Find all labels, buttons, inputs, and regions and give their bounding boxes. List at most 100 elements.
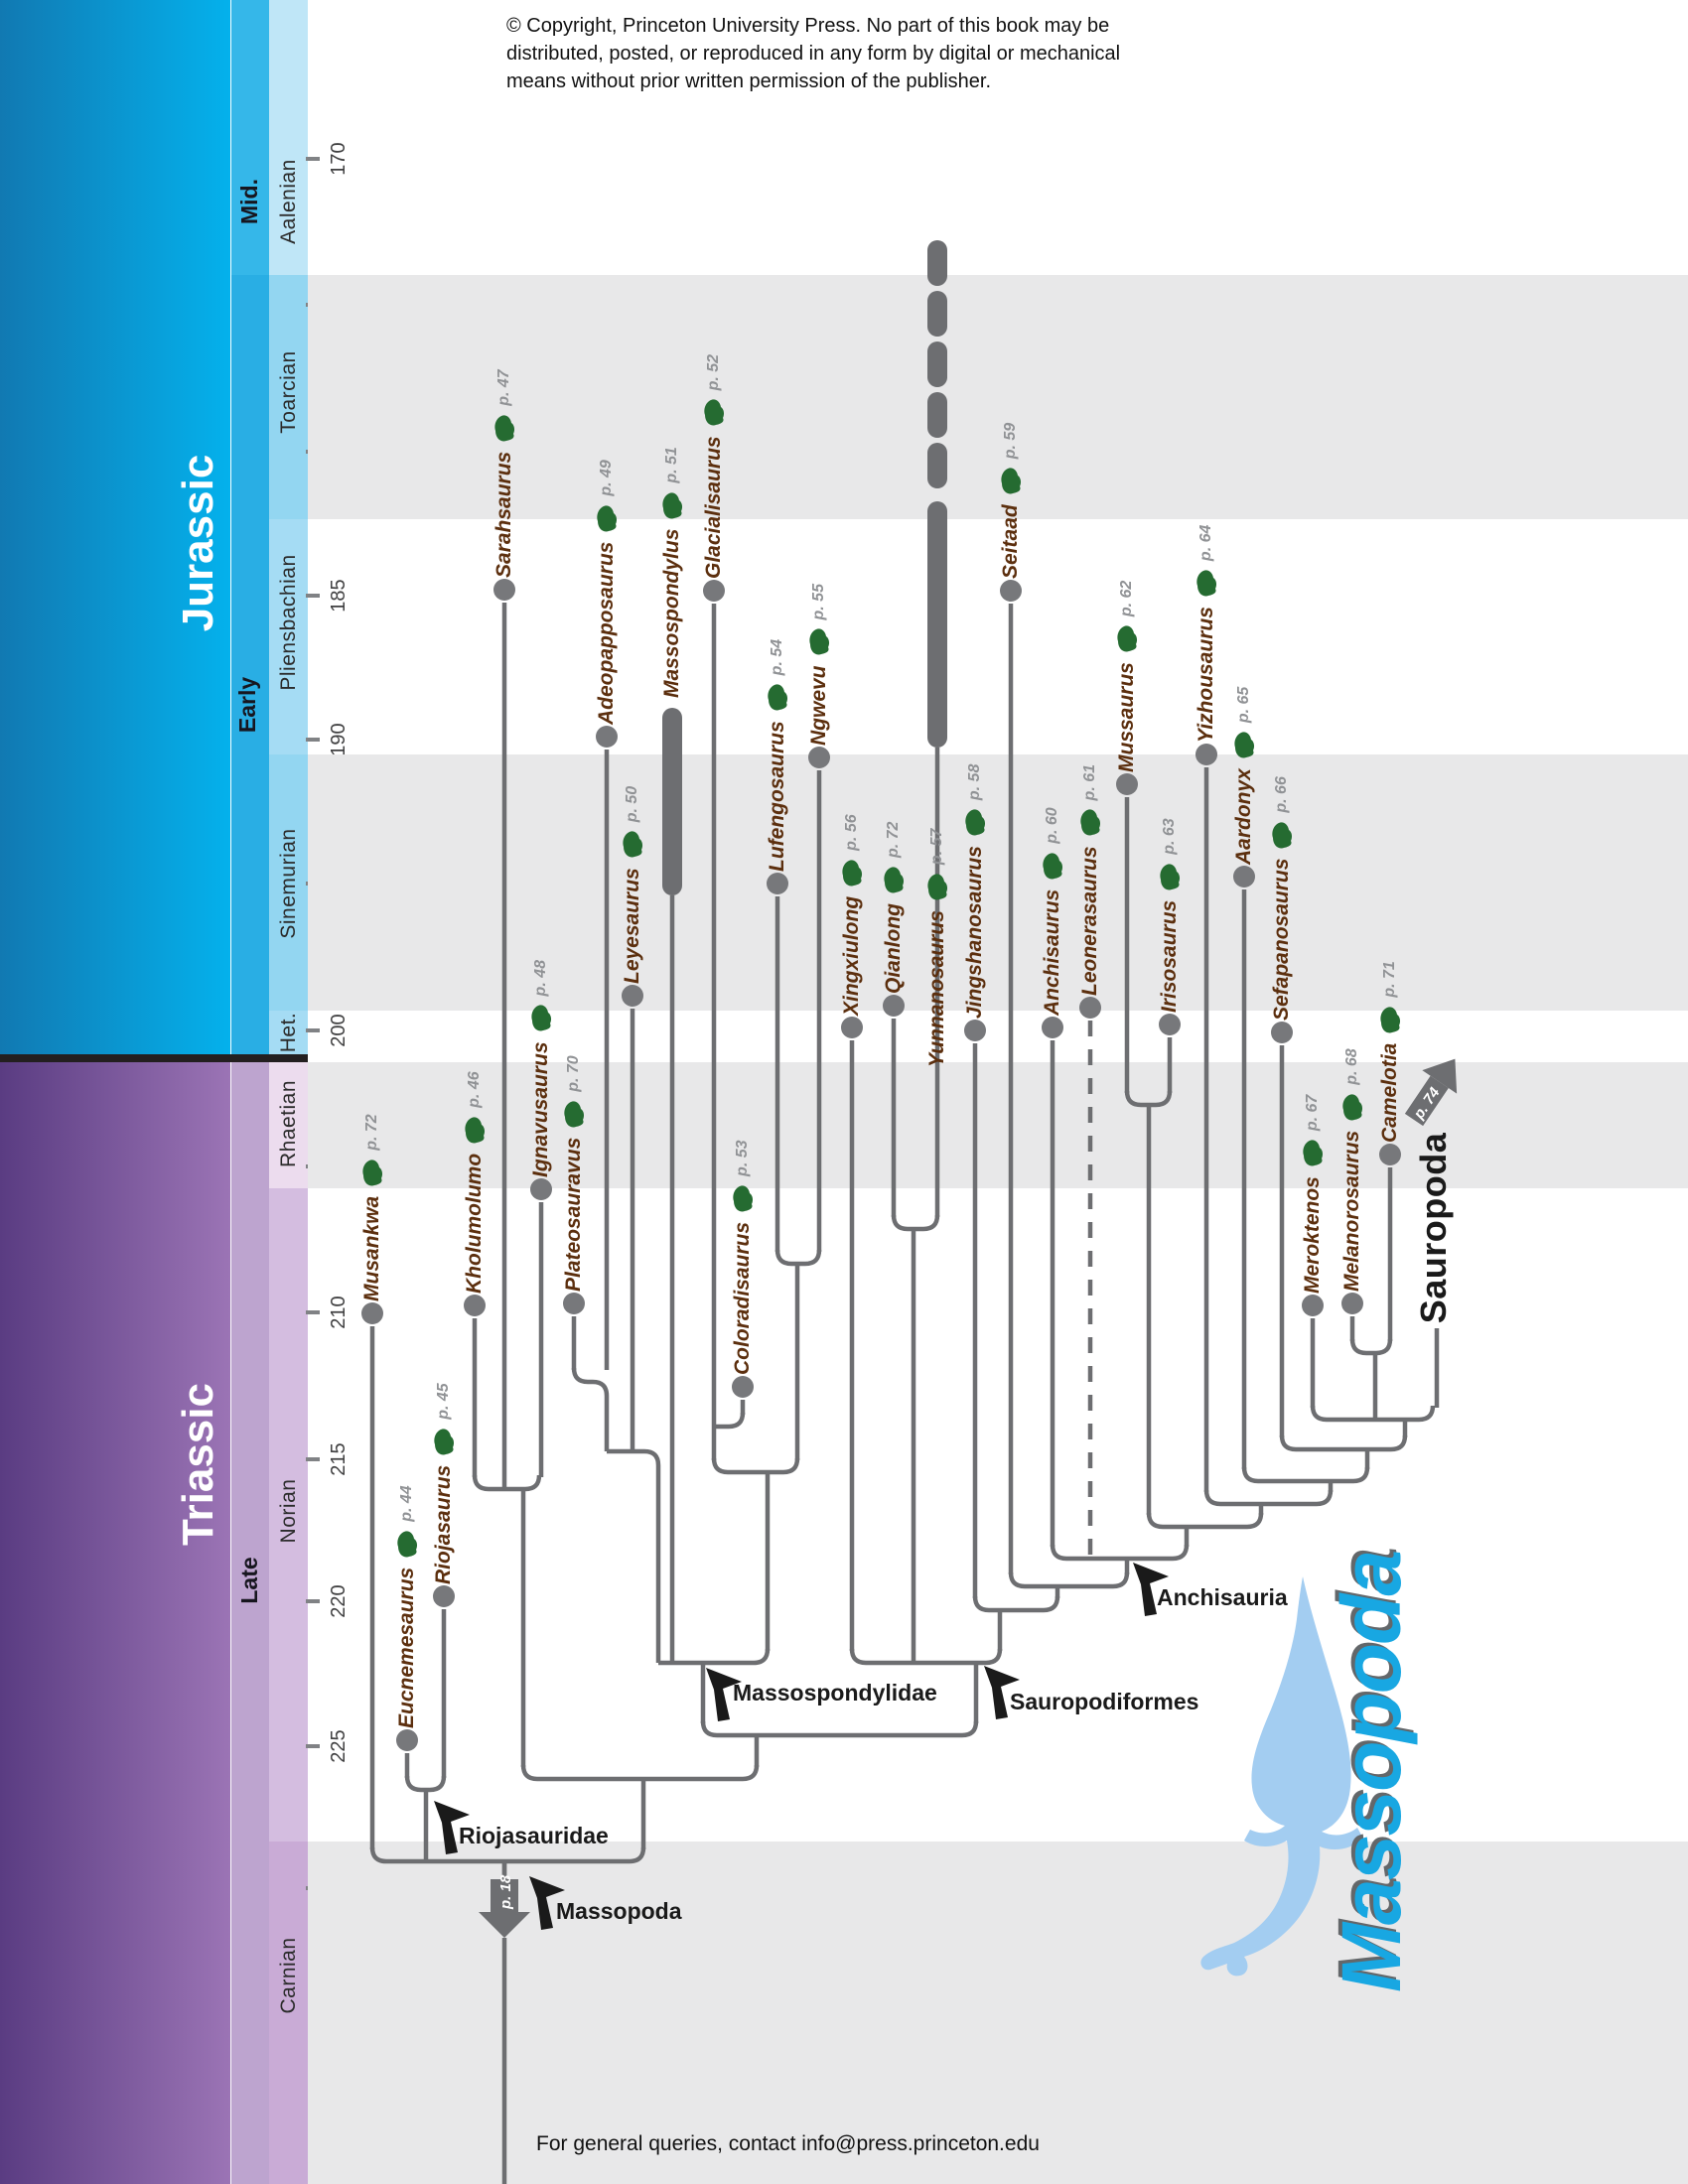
taxon-label-glacialisaurus: Glacialisaurus p. 52 [700, 354, 728, 579]
stage-band [269, 1011, 308, 1054]
dinosaur-icon [595, 504, 619, 534]
taxon-page-ref: p. 46 [466, 1071, 483, 1108]
taxon-page-ref: p. 59 [1002, 422, 1019, 460]
taxon-label-yizhousaurus: Yizhousaurus p. 64 [1193, 525, 1220, 743]
clade-label-riojasauridae: Riojasauridae [459, 1823, 609, 1848]
taxon-page-ref: p. 71 [1381, 961, 1398, 998]
taxon-label-adeopapposaurus: Adeopapposaurus p. 49 [593, 460, 621, 725]
dinosaur-icon [999, 467, 1023, 496]
stage-band [269, 1062, 308, 1188]
age-tick [306, 157, 320, 161]
tip-dot-camelotia [1379, 1144, 1401, 1165]
taxon-name: Ignavusaurus [529, 1041, 552, 1177]
dinosaur-icon [925, 873, 949, 902]
age-tick [306, 594, 320, 598]
clade-label-anchisauria: Anchisauria [1157, 1584, 1288, 1610]
tip-dot-coloradisaurus [732, 1376, 754, 1398]
taxon-label-yunnanosaurus: Yunnanosaurus p. 57 [923, 829, 951, 1067]
clade-arrow-massopoda [529, 1876, 565, 1930]
stage-band [269, 1842, 308, 2184]
dinosaur-icon [1115, 624, 1139, 654]
tip-dot-riojasaurus [433, 1585, 455, 1607]
dinosaur-icon [702, 398, 726, 428]
taxon-page-ref: p. 62 [1118, 580, 1135, 617]
taxon-label-riojasaurus: Riojasaurus p. 45 [430, 1383, 458, 1584]
age-tick [306, 738, 320, 742]
footer-contact: For general queries, contact info@press.… [536, 2132, 1040, 2155]
taxon-name: Coloradisaurus [731, 1221, 754, 1375]
root-arrow-head [479, 1912, 530, 1938]
taxon-page-ref: p. 61 [1081, 763, 1098, 801]
sauropoda-arrow: p. 74 [1404, 1058, 1458, 1127]
plot-stripe [308, 1062, 1688, 1188]
tip-dot-yizhousaurus [1196, 744, 1217, 765]
tip-dot-sarahsaurus [493, 579, 515, 601]
taxon-label-irisosaurus: Irisosaurus p. 63 [1156, 818, 1184, 1013]
age-tick [306, 1028, 320, 1032]
clade-node [369, 1846, 646, 1864]
taxon-name: Leyesaurus [621, 868, 643, 984]
dinosaur-icon [1301, 1139, 1325, 1168]
period-band-jurassic [0, 0, 230, 1054]
tip-dot-sefapanosaurus [1271, 1022, 1293, 1043]
clade-node [607, 1448, 661, 1663]
taxon-label-mussaurus: Mussaurus p. 62 [1113, 581, 1141, 772]
taxon-label-musankwa: Musankwa p. 72 [358, 1114, 386, 1301]
taxon-name: Lufengosaurus [766, 721, 788, 872]
taxon-label-melanorosaurus: Melanorosaurus p. 68 [1338, 1048, 1366, 1292]
taxon-page-ref: p. 48 [532, 959, 549, 997]
clade-label-sauropodiformes: Sauropodiformes [1010, 1689, 1199, 1714]
taxon-label-xingxiulong: Xingxiulong p. 56 [838, 814, 866, 1016]
tip-dot-lufengosaurus [767, 873, 788, 894]
taxon-name: Massospondylus [660, 528, 683, 698]
dinosaur-icon [492, 414, 516, 444]
taxon-name: Musankwa [360, 1195, 383, 1301]
taxon-label-eucnemesaurus: Eucnemesaurus p. 44 [393, 1485, 421, 1728]
clade-node [714, 1412, 746, 1430]
taxon-name: Mussaurus [1115, 662, 1138, 772]
clade-node [658, 1648, 771, 1666]
taxon-name: Leonerasaurus [1078, 846, 1101, 996]
stage-band [269, 519, 308, 754]
tip-dot-glacialisaurus [703, 580, 725, 602]
tip-dot-leyesaurus [622, 985, 643, 1007]
taxon-label-jingshanosaurus: Jingshanosaurus p. 58 [961, 764, 989, 1019]
clade-node [571, 1367, 610, 1451]
taxon-label-aardonyx: Aardonyx p. 65 [1230, 687, 1258, 865]
taxon-label-anchisaurus: Anchisaurus p. 60 [1039, 807, 1066, 1016]
dinosaur-icon [963, 808, 987, 838]
taxon-name: Qianlong [882, 903, 905, 994]
clade-node [1008, 1571, 1130, 1589]
taxon-label-leonerasaurus: Leonerasaurus p. 61 [1076, 764, 1104, 996]
dinosaur-icon [395, 1530, 419, 1560]
taxon-name: Yunnanosaurus [925, 910, 948, 1067]
taxon-page-ref: p. 55 [810, 584, 827, 620]
taxon-page-ref: p. 49 [598, 460, 615, 496]
dinosaur-icon [840, 859, 864, 888]
epoch-band [231, 0, 269, 275]
taxon-name: Jingshanosaurus [963, 846, 986, 1019]
dinosaur-icon [1158, 863, 1182, 892]
period-separator [0, 1054, 308, 1062]
stage-band [269, 275, 308, 519]
clade-node [972, 1595, 1060, 1613]
dinosaur-icon [766, 683, 789, 713]
stage-band [269, 754, 308, 1011]
copyright-line: means without prior written permission o… [506, 70, 992, 92]
dinosaur-icon [432, 1428, 456, 1457]
dinosaur-icon [1232, 731, 1256, 760]
clade-label-massopoda: Massopoda [556, 1898, 682, 1924]
epoch-band [231, 275, 269, 1054]
plot-stripe [308, 754, 1688, 1011]
dinosaur-icon [1078, 808, 1102, 838]
taxon-label-coloradisaurus: Coloradisaurus p. 53 [729, 1140, 757, 1375]
tip-dot-melanorosaurus [1341, 1293, 1363, 1314]
tip-dot-mussaurus [1116, 773, 1138, 795]
clade-node [1279, 1434, 1408, 1452]
taxon-label-ngwevu: Ngwevu p. 55 [805, 584, 833, 746]
taxon-name: Sefapanosaurus [1270, 858, 1293, 1021]
taxon-name: Meroktenos [1301, 1176, 1324, 1294]
dinosaur-icon [1270, 821, 1294, 851]
taxon-name: Sarahsaurus [492, 451, 515, 578]
